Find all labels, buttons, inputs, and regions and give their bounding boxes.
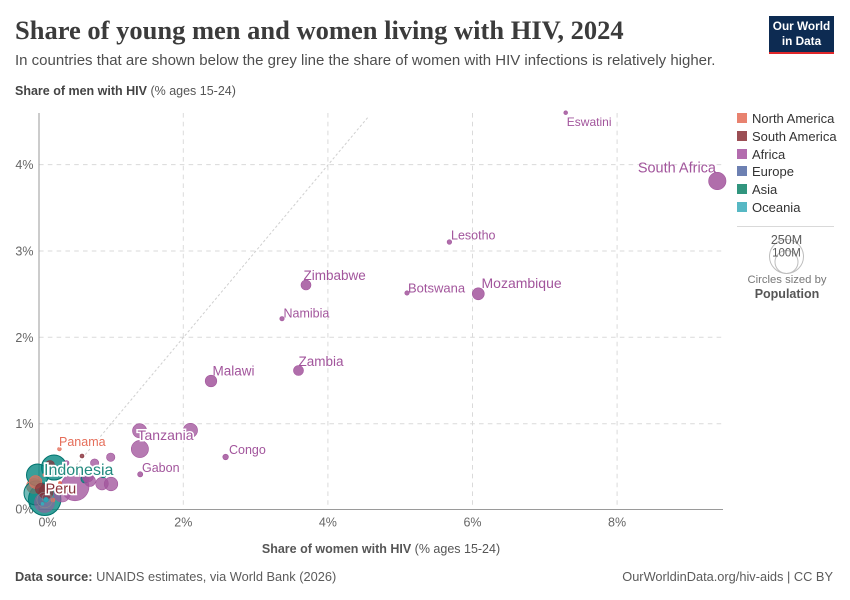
- svg-text:0%: 0%: [38, 516, 56, 530]
- svg-text:100M: 100M: [772, 248, 801, 260]
- svg-text:6%: 6%: [463, 516, 481, 530]
- svg-text:2%: 2%: [15, 331, 33, 345]
- svg-text:Malawi: Malawi: [213, 364, 255, 379]
- svg-text:0%: 0%: [15, 503, 33, 517]
- svg-text:4%: 4%: [319, 516, 337, 530]
- svg-text:Peru: Peru: [46, 482, 77, 498]
- svg-text:250M: 250M: [771, 233, 802, 247]
- svg-text:Share of women with HIV (% age: Share of women with HIV (% ages 15-24): [262, 542, 500, 556]
- svg-text:Zambia: Zambia: [299, 354, 345, 369]
- svg-text:Gabon: Gabon: [142, 461, 180, 475]
- svg-text:8%: 8%: [608, 516, 626, 530]
- svg-text:1%: 1%: [15, 417, 33, 431]
- svg-text:Botswana: Botswana: [408, 281, 466, 296]
- svg-text:Tanzania: Tanzania: [138, 427, 194, 443]
- svg-text:Indonesia: Indonesia: [44, 462, 113, 479]
- svg-text:South Africa: South Africa: [638, 161, 717, 177]
- svg-text:Eswatini: Eswatini: [567, 115, 612, 129]
- svg-text:Lesotho: Lesotho: [451, 229, 496, 243]
- svg-text:2%: 2%: [174, 516, 192, 530]
- svg-text:Panama: Panama: [59, 435, 106, 449]
- svg-text:4%: 4%: [15, 158, 33, 172]
- svg-text:3%: 3%: [15, 245, 33, 259]
- svg-text:Congo: Congo: [229, 443, 266, 457]
- svg-text:Namibia: Namibia: [284, 307, 330, 321]
- svg-text:Zimbabwe: Zimbabwe: [304, 268, 366, 283]
- svg-text:Mozambique: Mozambique: [482, 275, 562, 291]
